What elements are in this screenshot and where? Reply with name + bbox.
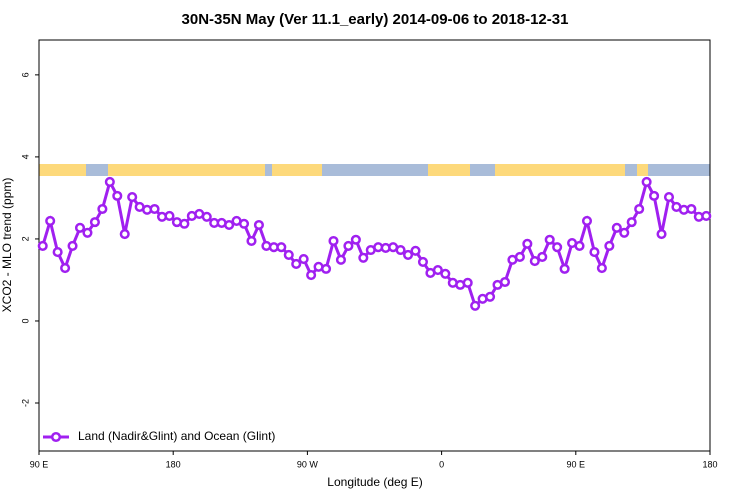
data-point: [67, 240, 78, 251]
data-point: [701, 210, 712, 222]
data-point: [97, 203, 108, 215]
data-point: [238, 218, 250, 229]
data-point: [74, 222, 86, 233]
data-point: [179, 218, 190, 229]
data-point: [440, 268, 451, 279]
data-point: [201, 211, 212, 222]
x-tick-label: 90 E: [30, 459, 49, 469]
data-point: [82, 227, 93, 238]
data-point: [544, 234, 555, 245]
land-strip: [428, 164, 470, 176]
data-point: [224, 219, 235, 231]
data-point: [60, 263, 71, 274]
data-point: [514, 251, 525, 263]
data-point: [485, 291, 496, 302]
y-tick-label: 4: [20, 154, 30, 159]
data-point: [127, 192, 138, 203]
data-point: [604, 240, 615, 251]
data-point: [649, 190, 660, 201]
data-point: [395, 244, 406, 256]
data-point: [589, 247, 600, 258]
data-point: [89, 217, 100, 228]
surface-strip: [39, 164, 710, 176]
data-point: [335, 254, 347, 265]
data-point: [619, 227, 630, 238]
x-tick-label: 90 E: [567, 459, 586, 469]
data-point: [320, 263, 332, 274]
land-strip: [108, 164, 265, 176]
data-point: [149, 203, 160, 215]
data-point: [104, 176, 115, 187]
data-point: [119, 228, 130, 240]
y-tick-label: 2: [20, 236, 30, 241]
data-point: [581, 215, 593, 226]
y-tick-label: 0: [20, 318, 30, 323]
data-point: [37, 240, 48, 251]
data-point: [499, 276, 511, 288]
legend-marker: [50, 431, 62, 443]
data-point: [358, 252, 369, 263]
x-axis-label: Longitude (deg E): [327, 475, 422, 489]
data-point: [343, 240, 354, 251]
data-point: [663, 192, 675, 203]
data-point: [686, 203, 697, 215]
data-point: [253, 219, 264, 231]
data-point: [417, 256, 429, 267]
data-point: [559, 263, 570, 274]
data-point: [537, 251, 548, 263]
data-point: [45, 215, 56, 226]
data-point: [552, 242, 563, 253]
data-point: [410, 245, 421, 256]
data-point: [350, 234, 361, 245]
x-tick-label: 0: [439, 459, 444, 469]
y-tick-label: -2: [20, 399, 30, 407]
data-point: [306, 269, 317, 281]
data-point: [470, 300, 481, 311]
data-point: [634, 203, 645, 215]
x-tick-label: 180: [166, 459, 181, 469]
x-tick-label: 90 W: [297, 459, 319, 469]
data-point: [432, 265, 443, 276]
data-point: [276, 242, 287, 253]
data-point: [641, 176, 652, 187]
y-tick-label: 6: [20, 72, 30, 77]
land-strip: [637, 164, 648, 176]
y-axis-label: XCO2 - MLO trend (ppm): [0, 178, 14, 313]
land-strip: [495, 164, 625, 176]
data-point: [574, 240, 585, 251]
data-point: [462, 277, 473, 288]
data-point: [52, 247, 63, 258]
data-point: [656, 228, 667, 240]
data-point: [291, 258, 302, 270]
legend-label: Land (Nadir&Glint) and Ocean (Glint): [78, 429, 275, 443]
chart-title: 30N-35N May (Ver 11.1_early) 2014-09-06 …: [182, 11, 569, 28]
land-strip: [272, 164, 322, 176]
land-strip: [39, 164, 86, 176]
data-point: [611, 222, 622, 233]
data-point: [112, 190, 123, 201]
x-tick-label: 180: [702, 459, 717, 469]
data-point: [283, 249, 294, 260]
data-point: [246, 235, 257, 247]
data-point: [403, 249, 414, 260]
data-point: [328, 235, 339, 247]
data-point: [522, 238, 533, 249]
data-point: [164, 210, 175, 222]
data-point: [626, 217, 637, 228]
data-point: [596, 263, 607, 274]
data-point: [529, 256, 540, 267]
data-point: [298, 253, 309, 265]
